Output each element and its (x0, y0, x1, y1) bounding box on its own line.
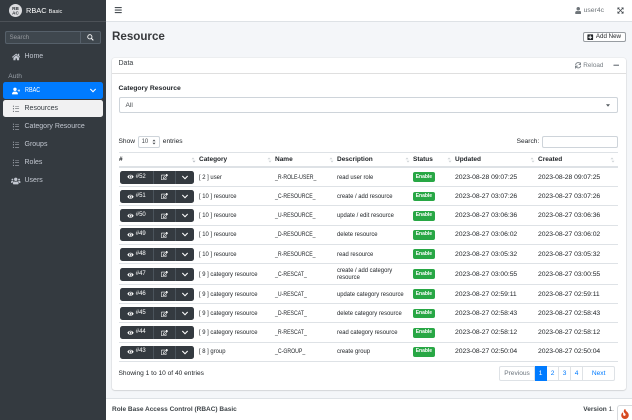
svg-text:RB: RB (12, 6, 19, 11)
svg-text:AC: AC (12, 11, 19, 16)
